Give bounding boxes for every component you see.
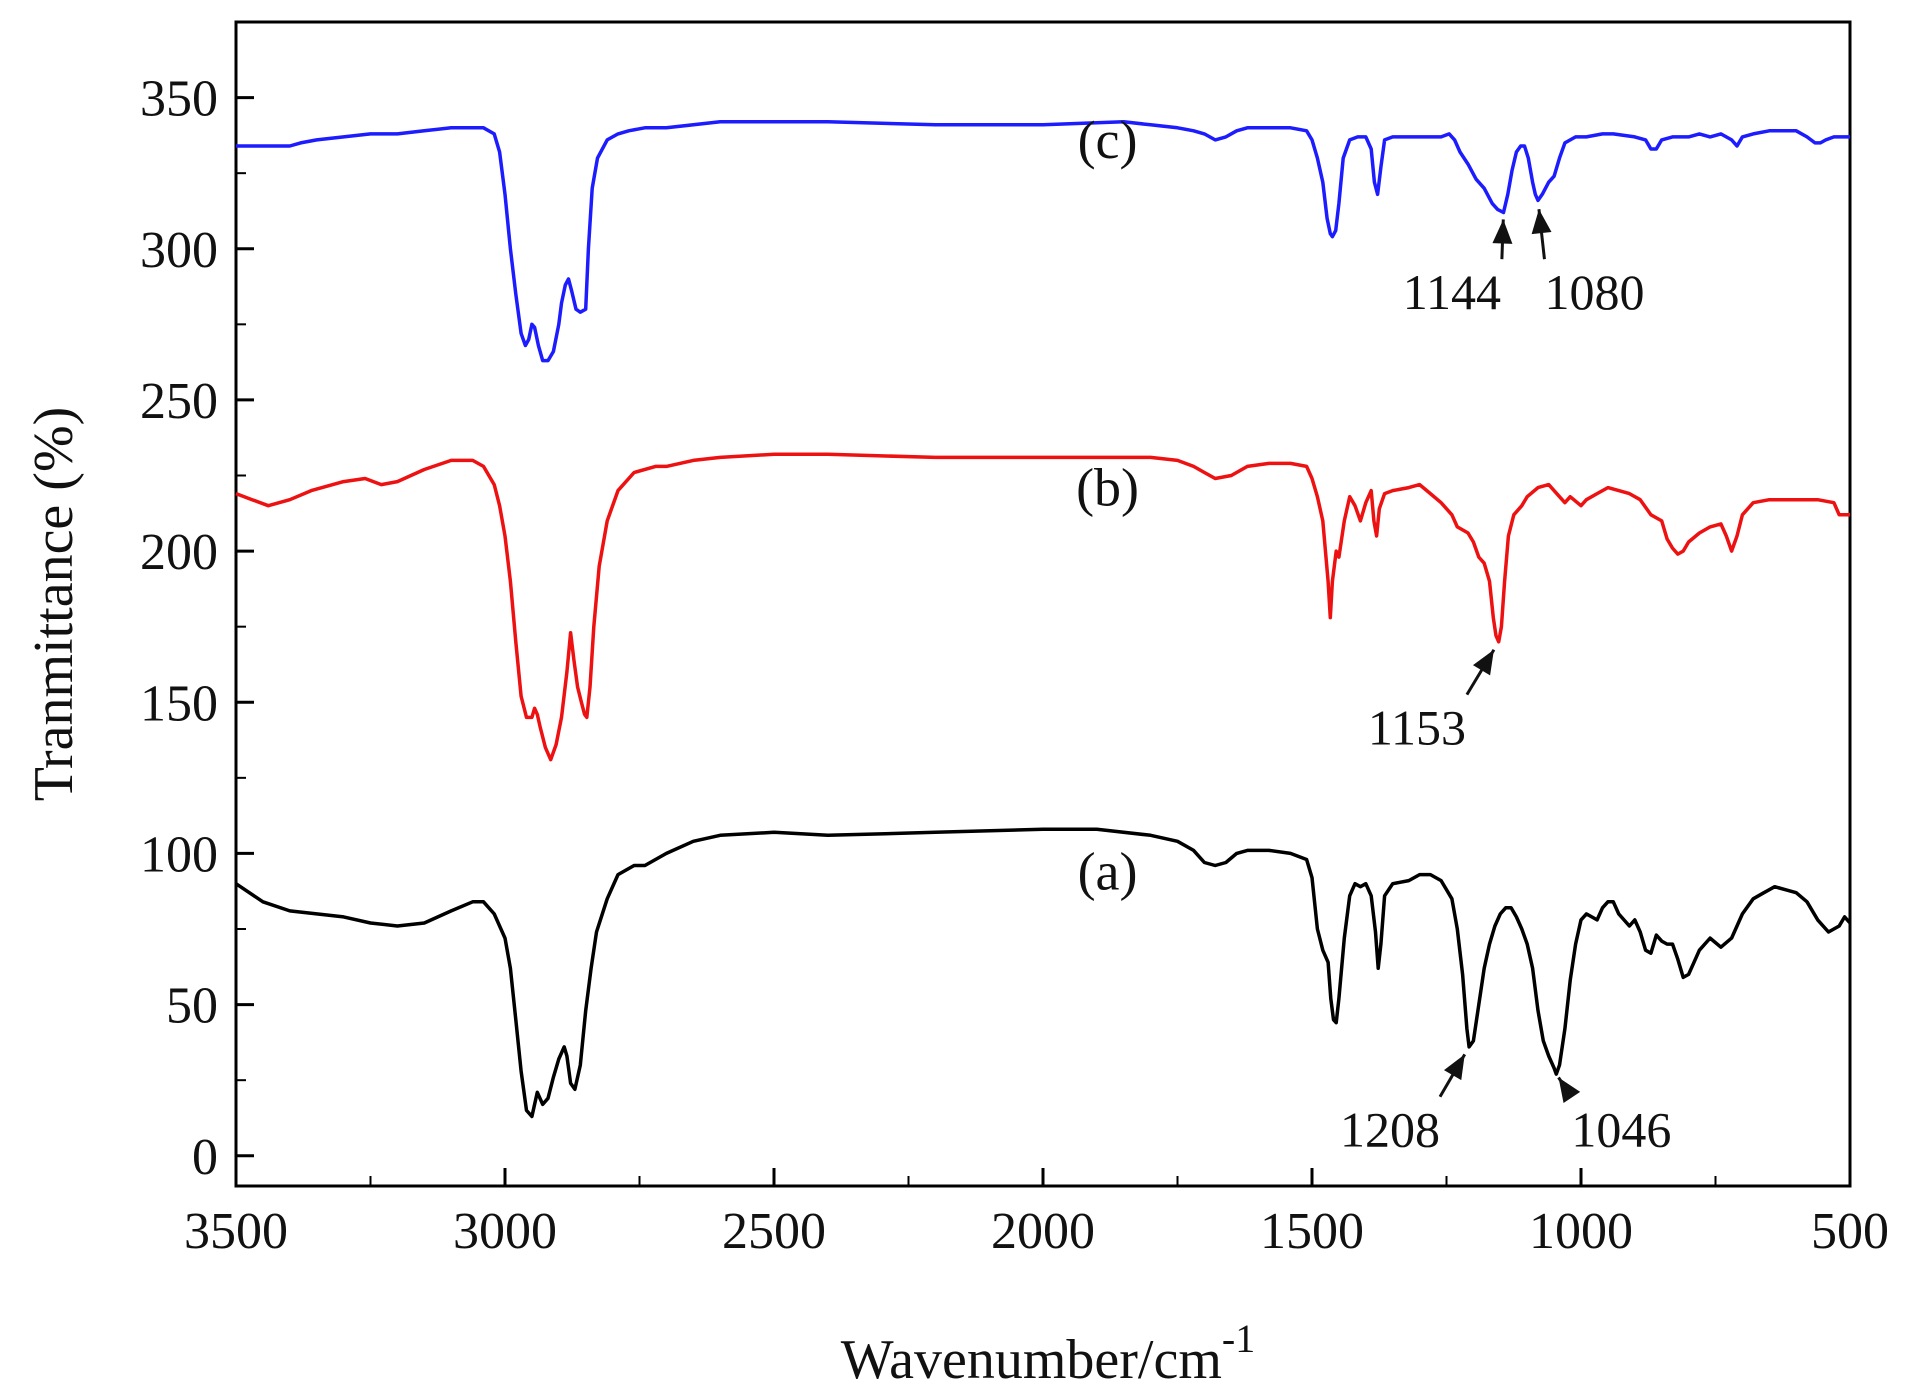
- x-tick-label: 3500: [184, 1203, 288, 1260]
- series-lines: [235, 120, 1852, 1119]
- peak-annotations: 1144 1080 1153 1208 1046: [1340, 209, 1671, 1158]
- series-label: (b): [1076, 458, 1139, 518]
- plot-area-frame: [234, 20, 1852, 1188]
- x-tick-label: 2000: [991, 1203, 1095, 1260]
- y-tick-label: 200: [140, 524, 218, 581]
- annotation-label: 1080: [1544, 264, 1644, 320]
- x-tick-label: 1000: [1529, 1203, 1633, 1260]
- x-axis-title-superscript: -1: [1222, 1316, 1255, 1361]
- x-tick-label: 3000: [453, 1203, 557, 1260]
- annotation-label: 1144: [1403, 264, 1501, 320]
- annotation-arrow-head: [1472, 649, 1494, 676]
- y-tick-label: 250: [140, 373, 218, 430]
- y-axis-ticks: 0 50 100 150 200 250 300 350: [140, 21, 254, 1186]
- series-label: (c): [1078, 110, 1138, 170]
- series-line-1: [235, 452, 1850, 762]
- y-tick-label: 100: [140, 826, 218, 883]
- x-axis-title-text: Wavenumber/cm: [841, 1329, 1222, 1391]
- x-tick-label: 500: [1811, 1203, 1889, 1260]
- series-line-2: [236, 120, 1850, 363]
- y-tick-label: 300: [140, 222, 218, 279]
- y-tick-label: 150: [140, 675, 218, 732]
- series-labels: (a) (b) (c): [1076, 110, 1139, 902]
- x-tick-label: 2500: [722, 1203, 826, 1260]
- annotation-label: 1153: [1368, 700, 1466, 756]
- annotation-arrow-head: [1531, 209, 1552, 235]
- x-axis-title: Wavenumber/cm-1: [841, 1316, 1255, 1391]
- annotation-arrow-head: [1558, 1077, 1581, 1104]
- annotation-arrow-head: [1443, 1054, 1465, 1081]
- annotation-label: 1208: [1340, 1102, 1440, 1158]
- annotation-arrow-head: [1492, 219, 1513, 244]
- x-axis-ticks: 3500 3000 2500 2000 1500 1000 500: [184, 1168, 1889, 1260]
- series-label: (a): [1078, 842, 1138, 902]
- y-tick-label: 0: [192, 1129, 218, 1186]
- y-axis-title: Tranmittance (%): [23, 407, 85, 802]
- annotation-label: 1046: [1571, 1102, 1671, 1158]
- y-tick-label: 350: [140, 71, 218, 128]
- y-tick-label: 50: [166, 978, 218, 1035]
- series-line-0: [235, 827, 1852, 1119]
- x-tick-label: 1500: [1260, 1203, 1364, 1260]
